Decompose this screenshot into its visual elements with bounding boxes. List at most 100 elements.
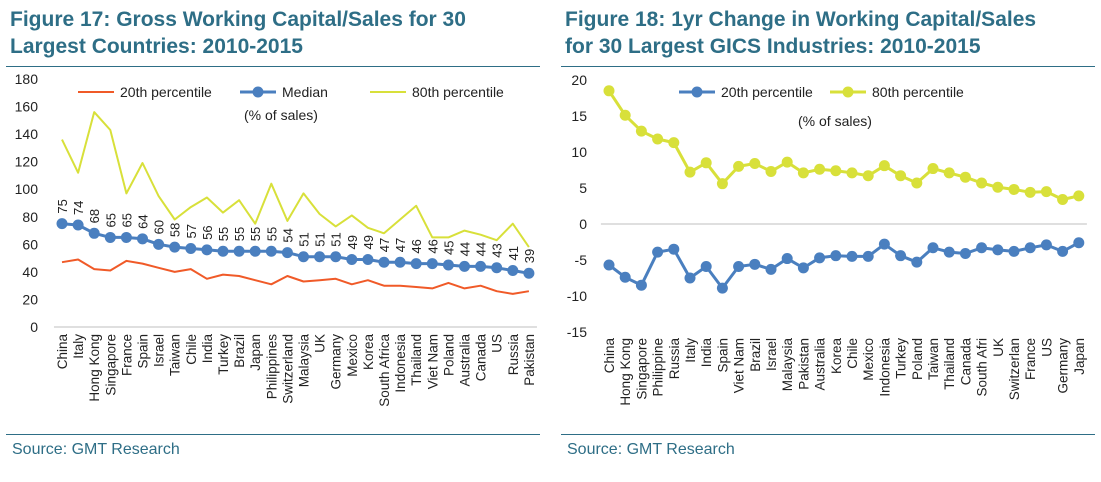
chart1-x-category-label: Mexico: [861, 338, 876, 381]
figure-17-chart: 0 20 40 60 80 100 120 140 160 180 China Italy Hong K…: [15, 71, 537, 407]
chart0-x-category-label: Germany: [329, 334, 344, 390]
chart1-series-1-point: [797, 167, 809, 179]
chart1-series-1-point: [619, 109, 631, 121]
chart1-series-1-point: [1008, 183, 1020, 195]
chart0-series-1-point: [314, 251, 326, 263]
chart1-series-0-point: [895, 250, 907, 262]
chart0-data-label: 39: [522, 249, 537, 263]
chart1-x-category-label: Switzerlan: [1007, 338, 1022, 400]
chart0-series-1-point: [298, 251, 309, 263]
chart0-x-category-label: Thailand: [409, 334, 424, 386]
chart0-series-1-point: [475, 260, 487, 272]
chart0-x-category-label: Australia: [458, 334, 473, 387]
chart1-series-0-point: [781, 253, 793, 265]
chart1-series-1-point: [716, 178, 728, 190]
chart0-x-category-label: Singapore: [103, 334, 118, 396]
chart0-series-1-point: [394, 256, 406, 268]
chart0-data-label: 55: [264, 227, 279, 241]
chart0-series-1-point: [56, 218, 68, 230]
chart1-legend-label-0: 20th percentile: [721, 84, 813, 100]
chart0-data-label: 51: [297, 232, 312, 246]
chart0-legend-label-1: Median: [282, 84, 328, 100]
chart1-series-1-point: [1024, 186, 1036, 198]
chart0-series-1-point: [217, 245, 229, 257]
figure-17-title-line-1: Figure 17: Gross Working Capital/Sales f…: [10, 8, 466, 31]
chart1-series-0-point: [992, 244, 1004, 256]
chart1-series-1-point: [878, 160, 890, 172]
chart0-x-category-label: US: [490, 334, 505, 353]
figure-17-bottom-rule: [6, 434, 540, 435]
chart0-series-1-point: [153, 238, 165, 250]
chart1-x-category-label: Pakistan: [796, 338, 811, 390]
chart0-x-category-label: France: [119, 334, 134, 376]
chart0-series-1-point: [265, 245, 277, 257]
figure-18-source: Source: GMT Research: [567, 441, 735, 458]
chart0-data-label: 65: [119, 213, 134, 227]
chart0-x-category-label: Poland: [441, 334, 456, 376]
figure-18-panel: Figure 18: 1yr Change in Working Capital…: [555, 0, 1101, 482]
chart0-data-label: 74: [71, 201, 86, 215]
chart0-series-1-point: [104, 231, 116, 243]
chart1-series-1-point: [749, 158, 761, 170]
chart0-series-1-point: [378, 256, 390, 268]
chart1-series-1-point: [927, 163, 939, 175]
chart0-y-tick-label: 80: [22, 209, 38, 225]
chart0-x-category-label: Turkey: [216, 334, 231, 375]
chart0-x-category-label: Pakistan: [522, 334, 537, 386]
chart0-x-category-label: Israel: [152, 334, 167, 367]
chart0-y-tick-label: 140: [15, 126, 39, 142]
chart1-annotation: (% of sales): [798, 113, 872, 129]
chart1-y-tick-label: 0: [579, 216, 587, 232]
chart1-series-1-point: [846, 167, 858, 179]
chart0-x-category-label: Russia: [506, 334, 521, 376]
chart1-x-category-label: Italy: [683, 338, 698, 363]
chart0-series-1-point: [249, 245, 261, 257]
chart1-x-category-label: Indonesia: [877, 338, 892, 397]
chart1-x-category-label: Australia: [813, 338, 828, 391]
chart0-data-label: 51: [329, 232, 344, 246]
chart1-series-0-point: [668, 243, 680, 255]
chart0-y-tick-label: 60: [22, 236, 38, 252]
chart1-series-0-point: [959, 248, 971, 260]
chart1-x-category-label: Chile: [845, 338, 860, 369]
chart1-x-category-label: South Afri: [975, 338, 990, 397]
chart0-annotation: (% of sales): [244, 107, 318, 123]
chart1-x-category-label: Poland: [910, 338, 925, 380]
chart1-series-1-point: [635, 125, 647, 137]
chart1-x-category-label: Japan: [1072, 338, 1087, 375]
chart1-series-1-point: [652, 133, 664, 145]
chart1-x-category-label: Canada: [958, 338, 973, 386]
chart0-data-label: 60: [152, 220, 167, 234]
chart0-data-label: 47: [377, 238, 392, 252]
figure-17-source: Source: GMT Research: [12, 441, 180, 458]
chart1-series-1-point: [943, 167, 955, 179]
chart0-legend-label-0: 20th percentile: [120, 84, 212, 100]
chart1-series-0-point: [830, 250, 842, 262]
chart1-legend-marker-1: [842, 86, 854, 98]
chart0-x-category-label: Chile: [184, 334, 199, 365]
chart0-data-label: 65: [103, 213, 118, 227]
chart0-x-category-label: Brazil: [232, 334, 247, 368]
chart0-series-1-point: [346, 253, 358, 265]
chart1-series-0-point: [878, 238, 890, 250]
chart0-series-1-point: [523, 267, 535, 279]
chart0-series-1-point: [120, 231, 132, 243]
chart0-series-1-point: [88, 227, 100, 239]
chart0-y-tick-label: 120: [15, 154, 39, 170]
figure-17-title-line-2: Largest Countries: 2010-2015: [10, 35, 303, 58]
chart1-series-0-point: [635, 279, 647, 291]
chart1-legend-label-1: 80th percentile: [872, 84, 964, 100]
chart0-x-category-label: India: [200, 334, 215, 364]
chart1-x-category-label: Turkey: [894, 338, 909, 379]
chart0-x-category-label: Spain: [136, 334, 151, 369]
chart0-data-label: 47: [393, 238, 408, 252]
chart0-x-category-label: Malaysia: [297, 334, 312, 388]
chart1-series-1-point: [862, 170, 874, 182]
chart0-series-1-point: [330, 251, 342, 263]
chart1-y-tick-label: -15: [567, 324, 587, 340]
chart0-data-label: 58: [168, 223, 183, 237]
chart1-y-tick-label: 5: [579, 180, 587, 196]
chart1-series-0-point: [797, 262, 809, 274]
chart1-series-1-point: [700, 157, 712, 169]
